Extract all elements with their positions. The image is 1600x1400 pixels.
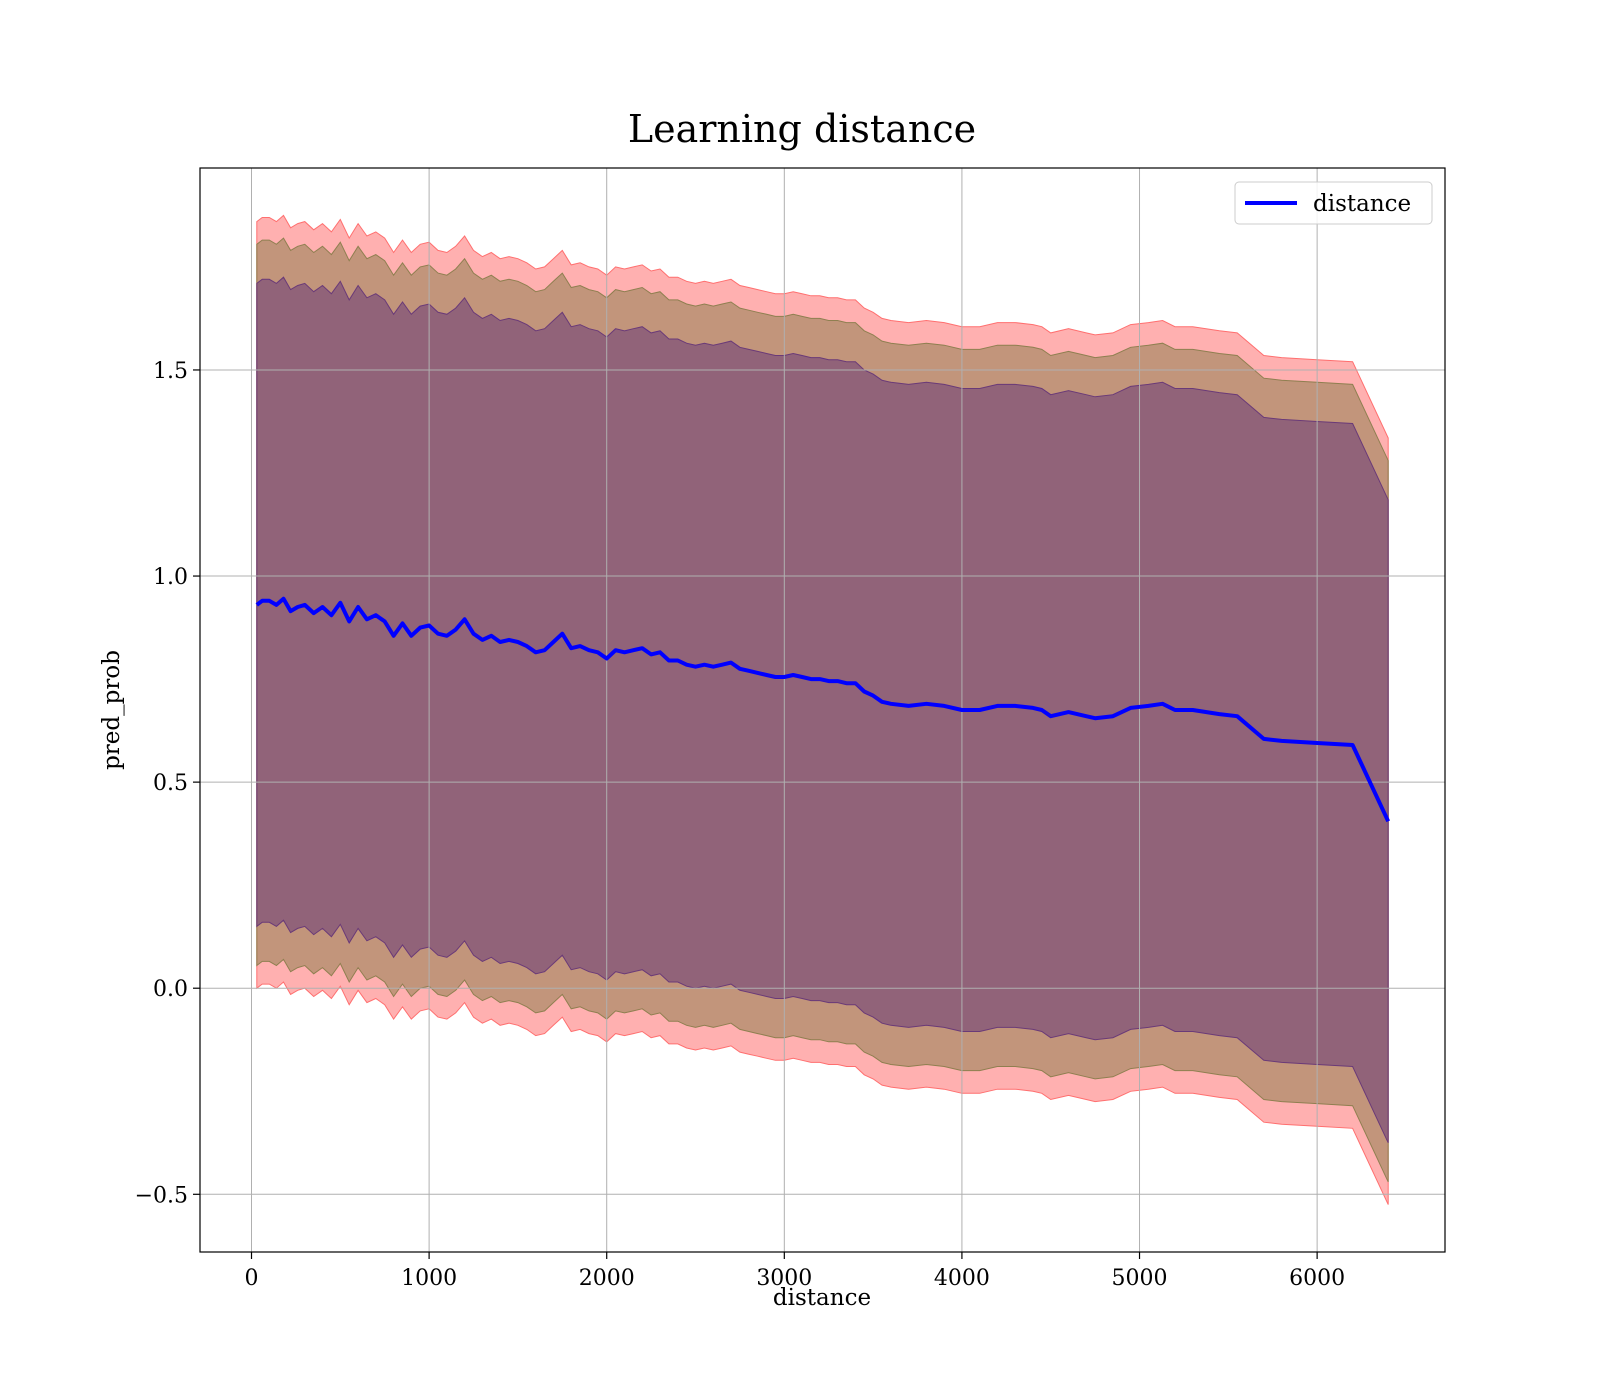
confidence-bands: [256, 214, 1389, 1205]
grid-lines: [200, 168, 1445, 1252]
x-tick-label: 5000: [1112, 1266, 1168, 1291]
series-line-distance: [255, 596, 1391, 823]
series-lines: [255, 596, 1391, 823]
y-tick-label: −0.5: [135, 1183, 188, 1208]
legend-label: distance: [1313, 191, 1411, 217]
y-tick-label: 0.0: [153, 977, 188, 1002]
band-inner: [256, 276, 1389, 1144]
x-tick-label: 6000: [1289, 1266, 1345, 1291]
axis-ticks: 0 1000 2000 3000 4000 5000 6000 −0.5 0.0 0.5 1.0 1.…: [135, 359, 1346, 1291]
x-tick-label: 2000: [579, 1266, 635, 1291]
y-tick-label: 1.5: [153, 359, 188, 384]
x-axis-label: distance: [773, 1285, 871, 1311]
x-tick-label: 4000: [934, 1266, 990, 1291]
plot-frame: [199, 167, 1446, 1253]
legend: distance: [1234, 181, 1433, 225]
chart-title: Learning distance: [628, 107, 976, 151]
y-axis-label: pred_prob: [99, 650, 125, 770]
legend-box: [1234, 181, 1433, 225]
y-tick-label: 0.5: [153, 771, 188, 796]
x-tick-label: 3000: [756, 1266, 812, 1291]
y-tick-label: 1.0: [153, 565, 188, 590]
x-tick-label: 1000: [401, 1266, 457, 1291]
x-tick-label: 0: [245, 1266, 259, 1291]
